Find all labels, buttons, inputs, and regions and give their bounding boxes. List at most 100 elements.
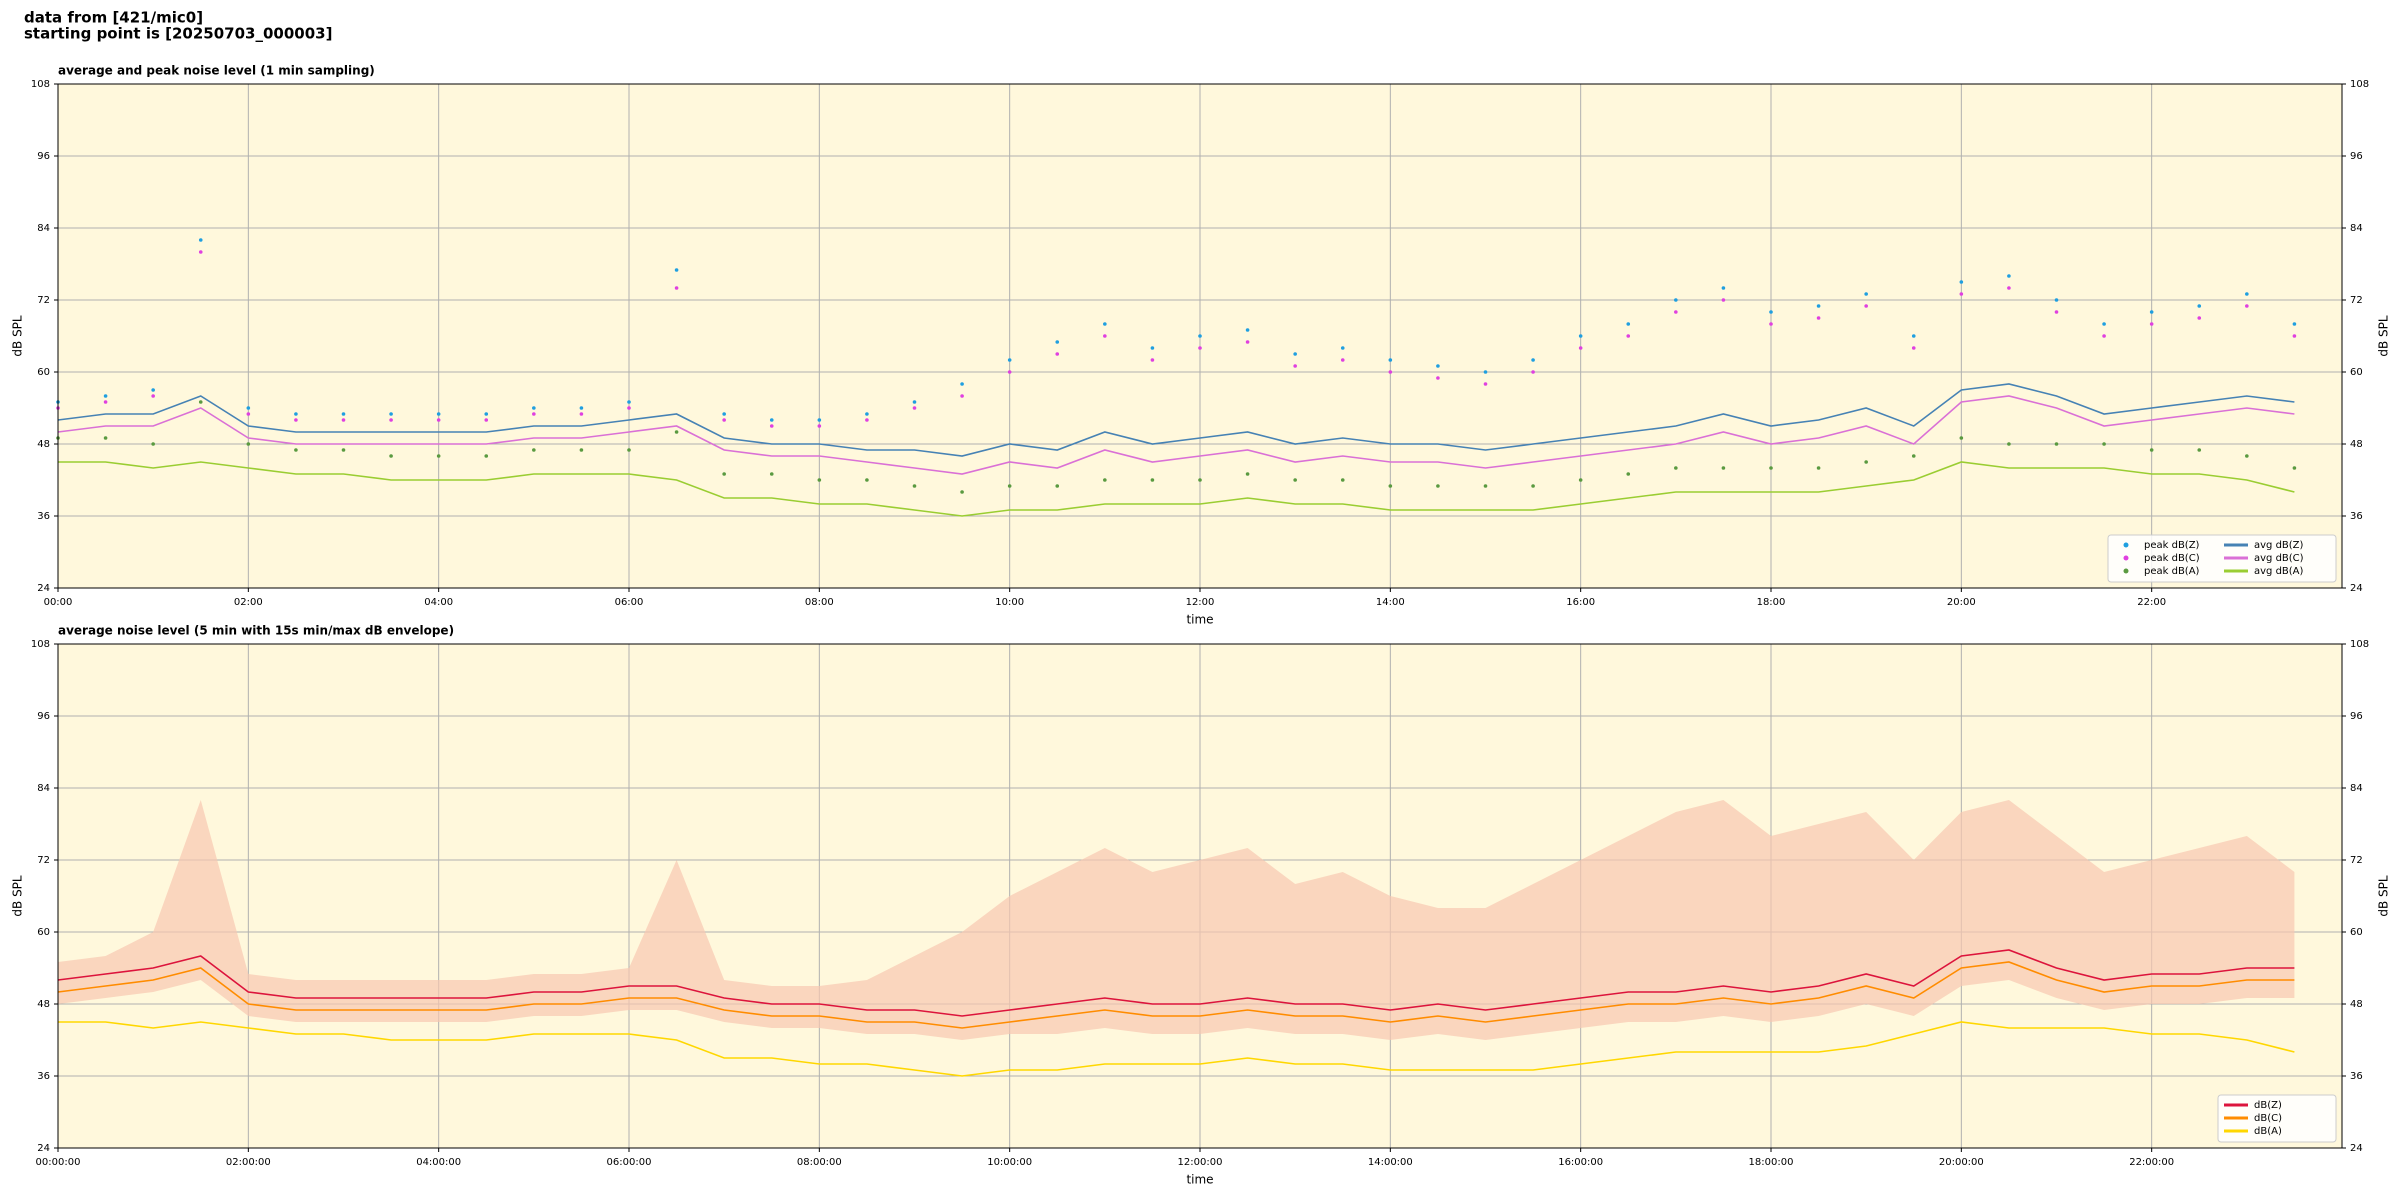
y-tick-label: 96 [2350,711,2363,722]
y-tick-label: 24 [2350,1143,2363,1154]
peak-point [2102,442,2106,446]
peak-point [1103,478,1107,482]
x-tick-label: 06:00 [615,597,644,608]
peak-point [2149,448,2154,452]
x-axis-label: time [1186,613,1213,627]
peak-point [2007,286,2011,290]
peak-point [1626,334,1631,338]
y-axis-label: dB SPL [11,875,25,917]
peak-point [341,412,346,416]
x-tick-label: 20:00 [1947,597,1976,608]
x-tick-label: 22:00:00 [2129,1157,2174,1168]
peak-point [912,406,917,410]
peak-point [1293,352,1297,356]
x-tick-label: 00:00:00 [36,1157,81,1168]
peak-point [1959,436,1964,440]
peak-point [2007,274,2011,278]
x-tick-label: 12:00:00 [1178,1157,1223,1168]
peak-point [151,394,155,398]
peak-point [1531,370,1535,374]
peak-point [532,448,536,452]
peak-point [1055,352,1060,356]
x-tick-label: 00:00 [44,597,73,608]
peak-point [1055,484,1060,488]
y-tick-label: 84 [37,783,50,794]
peak-point [341,448,346,452]
peak-point [2054,298,2059,302]
y-axis-label: dB SPL [2377,875,2391,917]
peak-point [389,412,393,416]
peak-point [246,412,251,416]
peak-point [960,490,964,494]
peak-point [1388,358,1393,362]
y-tick-label: 48 [2350,439,2363,450]
peak-point [1721,286,1726,290]
legend-marker [2123,555,2129,561]
peak-point [1198,346,1202,350]
y-tick-label: 96 [37,711,50,722]
y-tick-label: 60 [37,367,50,378]
peak-point [674,286,679,290]
x-tick-label: 14:00:00 [1368,1157,1413,1168]
peak-point [1483,382,1488,386]
peak-point [1578,346,1583,350]
peak-point [2292,334,2297,338]
legend-label: peak dB(Z) [2144,540,2200,551]
peak-point [1721,298,1726,302]
y-tick-label: 48 [37,439,50,450]
x-tick-label: 02:00 [234,597,263,608]
peak-point [1769,310,1773,314]
peak-point [151,388,155,392]
y-tick-label: 60 [2350,927,2363,938]
peak-point [1340,478,1345,482]
peak-point [1340,346,1345,350]
peak-point [1721,466,1726,470]
envelope-area [58,800,2295,1040]
peak-point [579,412,584,416]
peak-point [2102,334,2106,338]
x-tick-label: 16:00:00 [1558,1157,1603,1168]
peak-point [532,412,536,416]
peak-point [1864,460,1868,464]
peak-point [865,418,869,422]
peak-point [1293,478,1297,482]
peak-point [1388,484,1393,488]
peak-point [1103,334,1107,338]
x-tick-label: 04:00 [424,597,453,608]
legend-marker [2123,568,2129,574]
peak-point [1864,292,1868,296]
y-tick-label: 84 [37,223,50,234]
y-tick-label: 60 [37,927,50,938]
peak-point [389,454,393,458]
peak-point [769,472,774,476]
peak-point [436,418,441,422]
peak-point [912,484,917,488]
peak-point [294,448,298,452]
peak-point [1007,370,1012,374]
peak-point [2197,304,2202,308]
y-tick-label: 36 [37,511,50,522]
peak-point [1340,358,1345,362]
peak-point [2245,304,2249,308]
peak-point [1293,364,1297,368]
y-tick-label: 84 [2350,783,2363,794]
peak-point [2197,316,2202,320]
peak-point [627,400,631,404]
peak-point [722,472,726,476]
y-tick-label: 24 [37,1143,50,1154]
legend-label: avg dB(C) [2254,553,2304,564]
peak-point [1769,466,1773,470]
peak-point [151,442,155,446]
peak-point [912,400,917,404]
y-tick-label: 48 [2350,999,2363,1010]
peak-point [103,436,108,440]
peak-point [484,418,489,422]
header-line: data from [421/mic0] [24,9,203,27]
peak-point [1103,322,1107,326]
x-tick-label: 14:00 [1376,597,1405,608]
peak-point [817,424,822,428]
peak-point [294,412,298,416]
peak-point [1626,472,1631,476]
peak-point [1816,316,1821,320]
